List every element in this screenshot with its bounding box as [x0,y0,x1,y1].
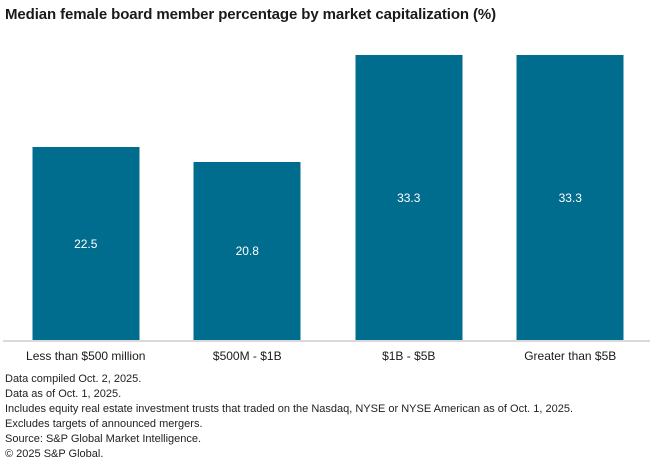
x-axis-line [3,340,650,342]
footnote-line: Source: S&P Global Market Intelligence. [5,433,202,445]
x-axis-label: Less than $500 million [26,349,146,363]
bar-value-label: 33.3 [558,190,582,205]
x-axis-label: Greater than $5B [524,349,617,363]
bar: 33.3 [355,55,463,340]
bar: 20.8 [193,162,301,340]
bar-value-label: 33.3 [397,190,421,205]
bar-slot: 33.3 [328,48,490,340]
bar-slot: 22.5 [5,48,167,340]
chart-title: Median female board member percentage by… [5,6,497,23]
bar-slot: 33.3 [490,48,652,340]
footnote-line: Includes equity real estate investment t… [5,403,574,415]
footnotes: Data compiled Oct. 2, 2025. Data as of Oc… [5,372,573,462]
footnote-line: Data as of Oct. 1, 2025. [5,388,122,400]
bar: 33.3 [516,55,624,340]
bar-chart-plot: 22.5 20.8 33.3 33.3 [5,48,651,340]
x-axis-labels: Less than $500 million $500M - $1B $1B - $… [5,349,651,365]
footnote-line: © 2025 S&P Global. [5,448,104,460]
bar-slot: 20.8 [167,48,329,340]
bar-value-label: 20.8 [235,244,259,258]
footnote-line: Data compiled Oct. 2, 2025. [5,373,142,385]
x-axis-label: $500M - $1B [212,349,282,363]
x-axis-label: $1B - $5B [382,349,436,363]
bar-value-label: 22.5 [74,236,98,251]
footnote-line: Excludes targets of announced mergers. [5,418,203,430]
bar: 22.5 [32,147,140,340]
